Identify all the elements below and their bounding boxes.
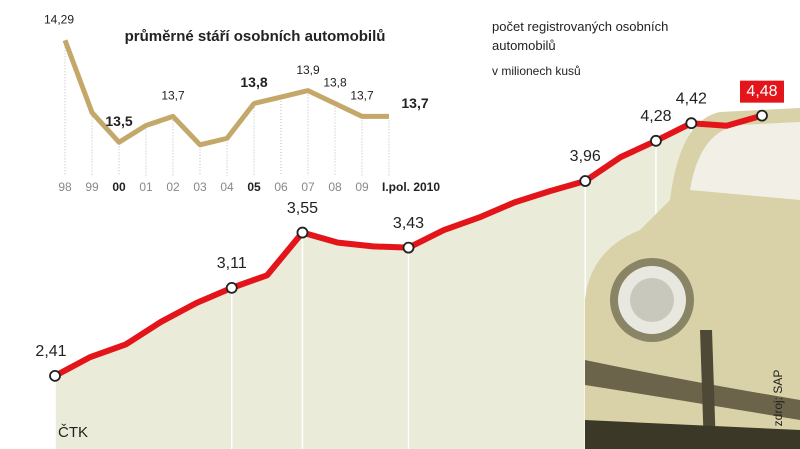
x-tick-label: 06 [274, 180, 288, 194]
value-label: 13,5 [105, 113, 132, 129]
x-tick-label: 05 [247, 180, 261, 194]
value-label: 13,8 [240, 74, 267, 90]
value-label: 4,28 [640, 108, 671, 125]
value-label: 13,8 [323, 76, 347, 90]
point-marker [756, 109, 768, 122]
point-marker [579, 175, 592, 187]
value-label: 4,48 [746, 83, 777, 100]
x-tick-label: 00 [112, 180, 126, 194]
main-title: počet registrovaných osobních automobilů [492, 19, 668, 53]
car-illustration [585, 108, 800, 449]
value-label: 3,96 [570, 148, 601, 165]
value-label: 13,7 [401, 95, 428, 111]
value-label: 4,42 [676, 90, 707, 107]
subtitle: v milionech kusů [492, 64, 581, 78]
x-tick-label: I.pol. 2010 [382, 180, 440, 194]
point-marker [402, 241, 415, 254]
x-tick-label: 04 [220, 180, 234, 194]
x-tick-label: 07 [301, 180, 315, 194]
value-label: 3,43 [393, 215, 424, 232]
point-marker [685, 117, 698, 130]
x-tick-label: 01 [139, 180, 153, 194]
x-tick-label: 99 [85, 180, 99, 194]
line [62, 39, 389, 148]
inset-title: průměrné stáří osobních automobilů [125, 28, 386, 45]
point-marker [49, 369, 61, 382]
point-marker [296, 226, 309, 239]
value-label: 13,9 [296, 63, 320, 77]
top-layer: průměrné stáří osobních automobilů ČTK z… [35, 12, 785, 441]
x-tick-label: 02 [166, 180, 180, 194]
point-marker [225, 281, 238, 294]
value-label: 13,7 [161, 89, 185, 103]
x-tick-label: 98 [58, 180, 72, 194]
source: zdroj: SAP [771, 370, 785, 427]
credit: ČTK [58, 424, 88, 441]
value-label: 3,11 [217, 255, 247, 272]
point-marker [650, 134, 662, 147]
x-tick-label: 09 [355, 180, 369, 194]
x-tick-label: 03 [193, 180, 207, 194]
value-label: 14,29 [44, 12, 74, 26]
value-label: 3,55 [287, 200, 318, 217]
value-label-box [740, 80, 784, 103]
x-tick-label: 08 [328, 180, 342, 194]
value-label: 13,7 [350, 89, 374, 103]
value-label: 2,41 [35, 343, 66, 360]
